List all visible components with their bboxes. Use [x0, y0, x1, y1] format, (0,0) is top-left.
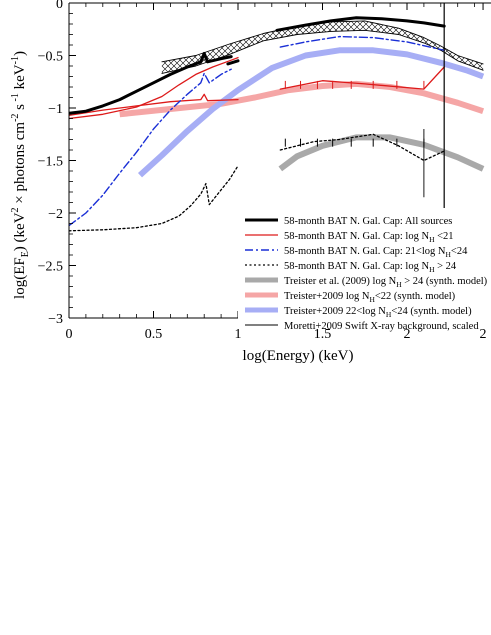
legend-label-1: 58-month BAT N. Gal. Cap: All sources: [284, 216, 452, 227]
series-3-segment-1: [69, 68, 232, 227]
y-tick-label: 0: [56, 0, 63, 12]
x-tick-label: 1: [235, 327, 242, 342]
series-2-segment-2: [69, 93, 239, 117]
series-1-segment-2: [226, 59, 240, 66]
series-3-segment-2: [279, 35, 445, 51]
series-4-segment-1: [69, 165, 239, 232]
legend-label-7: Treister+2009 22<log NH<24 (synth. model…: [284, 306, 472, 319]
y-tick-label: −1: [48, 102, 63, 117]
axes: 0−0.5−1−1.5−2−2.5−30 0.5 1 1.5 2 2: [38, 0, 491, 342]
series-6-segment-1: [119, 80, 485, 118]
x-axis-title: log(Energy) (keV): [243, 348, 354, 364]
series-7-segment-1: [137, 47, 485, 178]
legend-label-8: Moretti+2009 Swift X-ray background, sca…: [284, 321, 479, 332]
legend-label-6: Treister+2009 log NH<22 (synth. model): [284, 291, 456, 304]
legend-label-5: Treister et al. (2009) log NH > 24 (synt…: [284, 276, 488, 289]
legend: 58-month BAT N. Gal. Cap: All sources 58-…: [238, 208, 491, 332]
series-1-segment-1: [69, 51, 233, 115]
legend-label-2: 58-month BAT N. Gal. Cap: log NH <21: [284, 231, 454, 244]
y-tick-label: −3: [48, 312, 63, 327]
series-4-segment-2: [279, 133, 445, 162]
y-tick-label: −2: [48, 207, 63, 222]
y-axis-title: log(EFE) (keV2 × photons cm-2 s -1 keV-1…: [10, 51, 31, 299]
svg-text:log(EFE) (keV2 × photons cm-2: log(EFE) (keV2 × photons cm-2 s -1 keV-1…: [10, 51, 31, 299]
xrb-band-fill: [161, 20, 484, 74]
legend-label-4: 58-month BAT N. Gal. Cap: log NH > 24: [284, 261, 457, 274]
x-tick-label: 0.5: [145, 327, 163, 342]
legend-label-3: 58-month BAT N. Gal. Cap: 21<log NH<24: [284, 246, 468, 259]
series-layer: [69, 16, 485, 232]
series-2-segment-1: [69, 56, 239, 120]
x-tick-label: 2: [480, 327, 487, 342]
legend-box: [238, 208, 491, 329]
series-2-segment-3: [279, 66, 445, 90]
x-tick-label: 1.5: [314, 327, 332, 342]
y-tick-label: −1.5: [38, 155, 63, 170]
y-tick-label: −0.5: [38, 50, 63, 65]
x-tick-label: 0: [66, 327, 73, 342]
xrb-band: [161, 20, 484, 74]
y-tick-label: −2.5: [38, 260, 63, 275]
x-tick-label: 2: [404, 327, 411, 342]
series-1-segment-3: [275, 16, 446, 32]
series-5-segment-1: [278, 134, 485, 172]
